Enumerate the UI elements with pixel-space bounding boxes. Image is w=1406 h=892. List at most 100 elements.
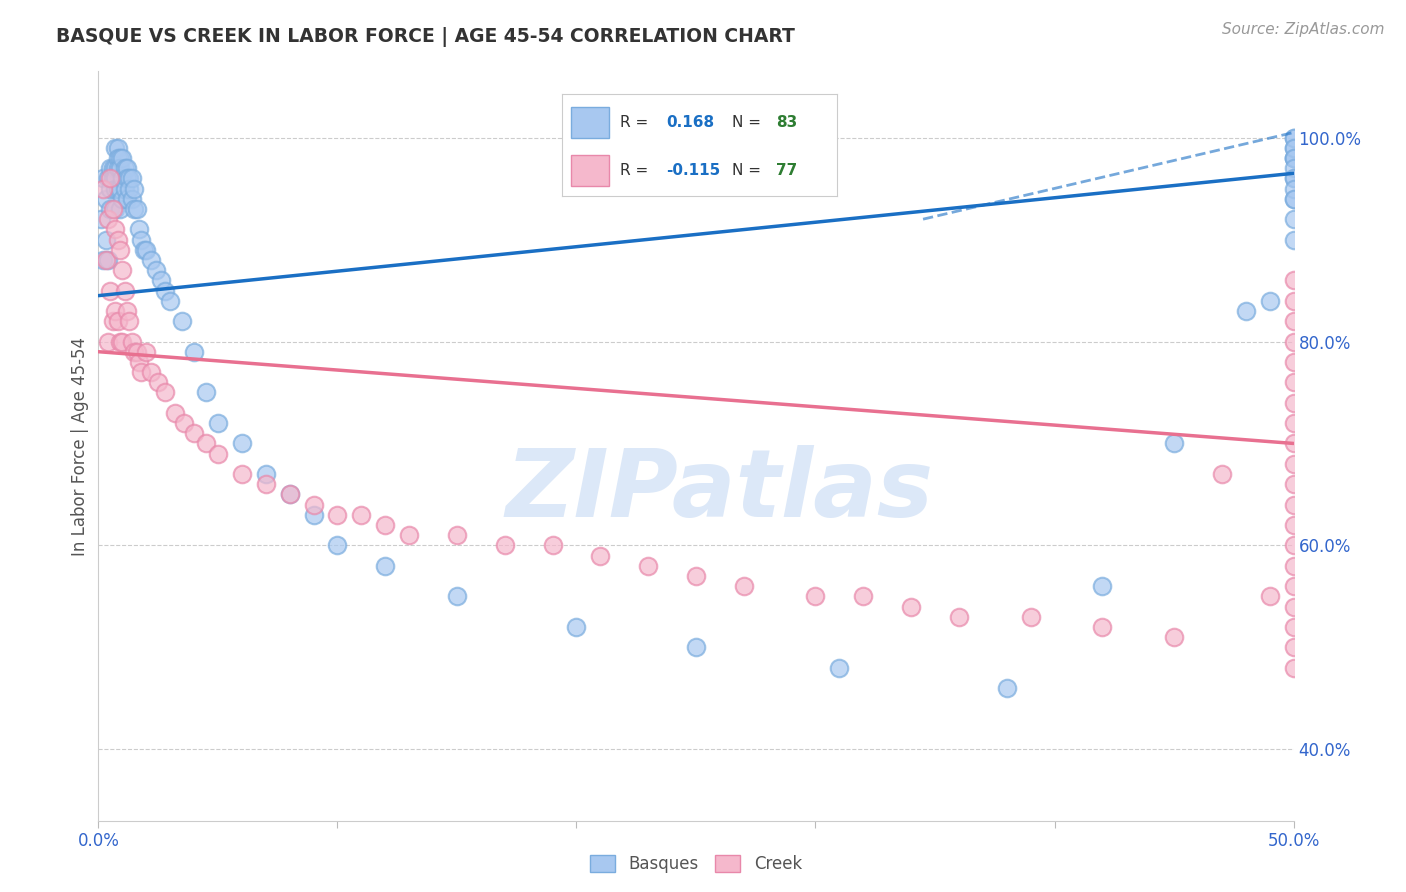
Point [124,202,146,216]
Point [155,385,177,400]
Point [149,273,172,287]
Point [231,467,253,481]
Point [733,579,755,593]
Point [446,528,468,542]
Point [135,344,157,359]
Point [91,252,114,267]
Point [1282,661,1305,675]
Point [231,436,253,450]
Point [541,538,564,552]
Point [159,293,181,308]
Point [101,171,124,186]
Point [91,181,114,195]
Point [173,416,195,430]
Point [118,171,141,186]
Point [398,528,420,542]
Point [125,202,148,216]
Point [97,212,120,227]
Point [121,334,143,349]
Text: BASQUE VS CREEK IN LABOR FORCE | AGE 45-54 CORRELATION CHART: BASQUE VS CREEK IN LABOR FORCE | AGE 45-… [56,27,796,46]
Point [995,681,1018,695]
Y-axis label: In Labor Force | Age 45-54: In Labor Force | Age 45-54 [70,336,89,556]
Legend: Basques, Creek: Basques, Creek [583,848,808,880]
Point [374,558,396,573]
Point [111,192,134,206]
Point [1282,355,1305,369]
Point [104,171,127,186]
Point [589,549,612,563]
Point [1282,477,1305,491]
Point [1234,304,1257,318]
Point [114,161,136,176]
Point [111,334,134,349]
Point [1282,498,1305,512]
Point [1282,314,1305,328]
Point [107,161,129,176]
Point [91,171,114,186]
Point [804,590,827,604]
Text: ZIPatlas: ZIPatlas [506,445,934,537]
Point [1282,376,1305,390]
Point [374,518,396,533]
Text: N =: N = [733,115,766,130]
Point [1282,141,1305,155]
Point [1091,579,1114,593]
Point [1282,212,1305,227]
Point [1282,273,1305,287]
Point [326,508,349,522]
Point [278,487,301,501]
Point [1282,640,1305,655]
Point [114,181,136,195]
Point [1282,151,1305,165]
Point [1211,467,1233,481]
Point [104,181,127,195]
Point [1282,171,1305,186]
Point [207,447,229,461]
Point [98,171,122,186]
Point [1282,192,1305,206]
Point [97,171,120,186]
Point [828,661,851,675]
Point [104,202,127,216]
Point [195,385,218,400]
Point [108,202,131,216]
Point [128,222,150,236]
Point [98,284,122,298]
Point [565,620,588,634]
Point [107,314,129,328]
Point [108,151,131,165]
Point [98,181,122,195]
Point [114,284,136,298]
Point [1282,436,1305,450]
Point [1282,233,1305,247]
Point [1163,436,1185,450]
FancyBboxPatch shape [571,155,609,186]
Point [124,181,146,195]
Point [1282,457,1305,471]
Point [1282,161,1305,176]
Point [278,487,301,501]
Point [128,355,150,369]
Point [121,192,143,206]
Text: 83: 83 [776,115,797,130]
Point [98,161,122,176]
Point [1282,579,1305,593]
Point [94,233,117,247]
Point [97,334,120,349]
Point [637,558,659,573]
Point [183,344,205,359]
Point [155,284,177,298]
Point [145,263,167,277]
Point [111,171,134,186]
Text: R =: R = [620,115,654,130]
Point [115,192,138,206]
Text: R =: R = [620,163,654,178]
Point [148,376,170,390]
Text: N =: N = [733,163,766,178]
Point [685,569,707,583]
Point [900,599,922,614]
Point [135,243,157,257]
Point [254,477,277,491]
Point [1282,130,1305,145]
Point [350,508,373,522]
